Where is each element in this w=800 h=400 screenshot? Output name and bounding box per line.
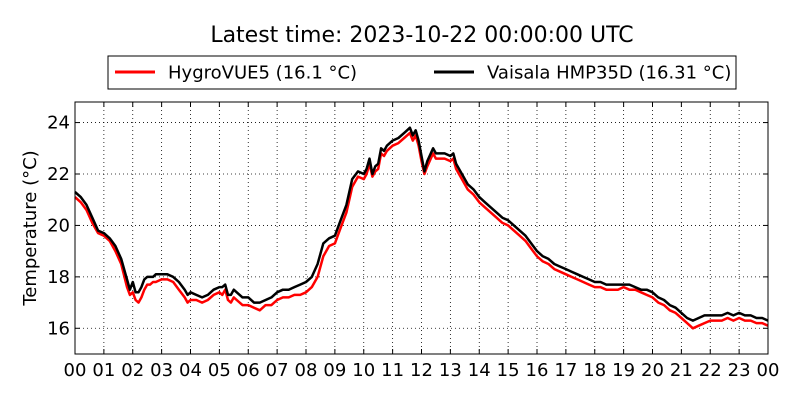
grid [75, 102, 768, 354]
legend-label-vaisala: Vaisala HMP35D (16.31 °C) [487, 63, 731, 84]
x-tick-label: 19 [612, 360, 635, 381]
x-tick-label: 23 [728, 360, 751, 381]
series-line-vaisala [74, 126, 769, 322]
x-tick-label: 05 [208, 360, 231, 381]
x-tick-label: 04 [179, 360, 202, 381]
chart-title: Latest time: 2023-10-22 00:00:00 UTC [210, 23, 633, 48]
series-line-hygrovue5 [74, 131, 769, 330]
x-tick-label: 00 [757, 360, 780, 381]
x-tick-label: 00 [64, 360, 87, 381]
x-tick-label: 06 [237, 360, 260, 381]
x-tick-label: 08 [295, 360, 318, 381]
x-tick-label: 10 [352, 360, 375, 381]
y-axis: 16 18 20 22 24 [47, 113, 768, 339]
x-tick-label: 12 [410, 360, 433, 381]
x-tick-label: 17 [554, 360, 577, 381]
x-tick-label: 07 [266, 360, 289, 381]
x-tick-label: 13 [439, 360, 462, 381]
x-tick-label: 03 [150, 360, 173, 381]
x-tick-label: 16 [526, 360, 549, 381]
legend-label-hygrovue5: HygroVUE5 (16.1 °C) [168, 63, 357, 84]
y-tick-label: 18 [47, 267, 70, 288]
legend-box [107, 55, 737, 90]
legend: HygroVUE5 (16.1 °C) Vaisala HMP35D (16.3… [107, 55, 737, 90]
plot-frame [74, 101, 769, 355]
y-tick-label: 24 [47, 113, 70, 134]
x-tick-label: 14 [468, 360, 491, 381]
x-tick-label: 22 [699, 360, 722, 381]
x-tick-label: 15 [497, 360, 520, 381]
series-layer [74, 126, 769, 330]
x-axis: 00 01 02 03 04 05 06 07 08 09 10 11 12 13 14 15 16 17 18 19… [64, 102, 780, 381]
x-tick-label: 11 [381, 360, 404, 381]
x-tick-label: 21 [670, 360, 693, 381]
y-axis-label: Temperature (°C) [20, 150, 41, 306]
x-tick-label: 02 [121, 360, 144, 381]
x-tick-label: 09 [323, 360, 346, 381]
y-tick-label: 20 [47, 215, 70, 236]
x-tick-label: 18 [583, 360, 606, 381]
y-tick-label: 22 [47, 164, 70, 185]
plot-border [74, 101, 769, 355]
y-tick-label: 16 [47, 318, 70, 339]
x-tick-label: 20 [641, 360, 664, 381]
x-tick-label: 01 [92, 360, 115, 381]
